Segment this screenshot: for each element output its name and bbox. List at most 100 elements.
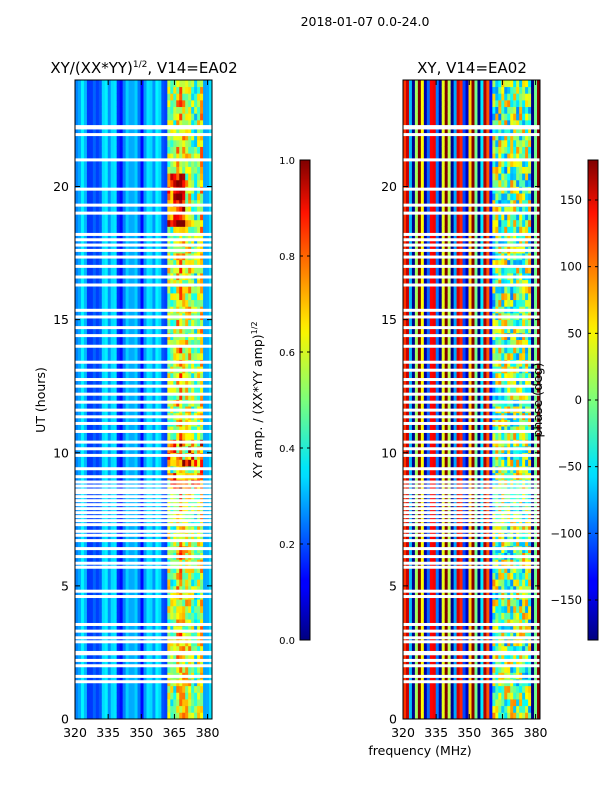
heatmap-cell — [86, 93, 91, 101]
heatmap-cell — [77, 632, 82, 640]
heatmap-cell — [107, 219, 112, 227]
heatmap-cell — [185, 166, 189, 174]
heatmap-cell — [209, 699, 212, 707]
heatmap-cell — [185, 113, 189, 121]
heatmap-cell — [83, 426, 88, 434]
heatmap-cell — [80, 352, 85, 360]
heatmap-cell — [98, 206, 103, 214]
heatmap-cell — [125, 146, 130, 154]
heatmap-cell — [89, 432, 94, 440]
heatmap-cell — [405, 99, 410, 108]
flagged-row — [75, 440, 212, 444]
heatmap-cell — [80, 106, 85, 114]
heatmap-cell — [75, 166, 79, 174]
heatmap-cell — [119, 206, 124, 214]
heatmap-cell — [155, 579, 159, 587]
heatmap-cell — [75, 199, 79, 207]
heatmap-cell — [134, 153, 138, 161]
heatmap-cell — [104, 426, 109, 434]
heatmap-cell — [185, 605, 189, 613]
heatmap-cell — [131, 379, 135, 387]
heatmap-cell — [77, 659, 82, 667]
heatmap-cell — [191, 685, 195, 693]
heatmap-cell — [77, 652, 82, 660]
flagged-row — [75, 133, 212, 137]
heatmap-cell — [83, 346, 88, 354]
heatmap-cell — [197, 499, 201, 507]
heatmap-cell — [161, 539, 165, 547]
heatmap-cell — [203, 379, 207, 387]
heatmap-cell — [75, 133, 79, 141]
heatmap-cell — [167, 159, 171, 167]
heatmap-cell — [209, 139, 212, 147]
heatmap-cell — [158, 239, 162, 247]
heatmap-cell — [179, 585, 183, 593]
heatmap-cell — [403, 386, 407, 394]
heatmap-cell — [101, 579, 106, 587]
heatmap-cell — [200, 153, 204, 161]
heatmap-cell — [113, 519, 118, 527]
heatmap-cell — [155, 173, 159, 181]
heatmap-cell — [197, 93, 201, 101]
heatmap-cell — [119, 525, 124, 534]
heatmap-cell — [92, 432, 97, 440]
heatmap-cell — [119, 139, 124, 147]
heatmap-cell — [125, 319, 130, 327]
heatmap-cell — [182, 139, 186, 147]
heatmap-cell — [140, 86, 144, 94]
heatmap-cell — [155, 659, 159, 667]
heatmap-cell — [83, 179, 88, 187]
heatmap-cell — [131, 599, 135, 607]
heatmap-cell — [107, 266, 112, 274]
heatmap-cell — [77, 153, 82, 161]
heatmap-cell — [75, 159, 79, 167]
heatmap-cell — [83, 372, 88, 380]
heatmap-cell — [167, 219, 171, 227]
heatmap-cell — [194, 233, 198, 241]
heatmap-cell — [197, 352, 201, 360]
heatmap-cell — [140, 652, 144, 660]
heatmap-cell — [107, 299, 112, 307]
heatmap-cell — [200, 499, 204, 507]
heatmap-cell — [143, 565, 147, 573]
heatmap-cell — [137, 665, 141, 673]
heatmap-cell — [164, 692, 168, 700]
heatmap-cell — [170, 319, 174, 327]
heatmap-cell — [209, 652, 212, 660]
heatmap-cell — [164, 173, 168, 181]
heatmap-cell — [158, 645, 162, 653]
heatmap-cell — [137, 539, 141, 547]
heatmap-cell — [98, 86, 103, 94]
heatmap-cell — [75, 665, 79, 673]
heatmap-cell — [128, 386, 132, 394]
heatmap-cell — [125, 299, 130, 307]
heatmap-cell — [149, 286, 153, 294]
heatmap-cell — [134, 126, 138, 134]
heatmap-cell — [89, 565, 94, 573]
heatmap-cell — [152, 119, 156, 127]
heatmap-cell — [80, 279, 85, 287]
heatmap-cell — [92, 599, 97, 607]
heatmap-cell — [182, 80, 186, 88]
heatmap-cell — [209, 299, 212, 307]
heatmap-cell — [408, 565, 413, 573]
heatmap-cell — [125, 665, 130, 673]
heatmap-cell — [116, 426, 121, 434]
heatmap-cell — [75, 319, 79, 327]
heatmap-cell — [185, 206, 189, 214]
heatmap-cell — [95, 499, 100, 507]
heatmap-cell — [119, 119, 124, 127]
heatmap-cell — [411, 286, 416, 294]
heatmap-cell — [185, 619, 189, 627]
heatmap-cell — [158, 113, 162, 121]
heatmap-cell — [188, 392, 192, 400]
heatmap-cell — [125, 652, 130, 660]
heatmap-cell — [140, 392, 144, 400]
heatmap-cell — [179, 93, 183, 101]
heatmap-cell — [101, 665, 106, 673]
heatmap-cell — [107, 166, 112, 174]
heatmap-cell — [101, 539, 106, 547]
heatmap-cell — [209, 499, 212, 507]
heatmap-cell — [176, 379, 180, 387]
heatmap-cell — [167, 299, 171, 307]
